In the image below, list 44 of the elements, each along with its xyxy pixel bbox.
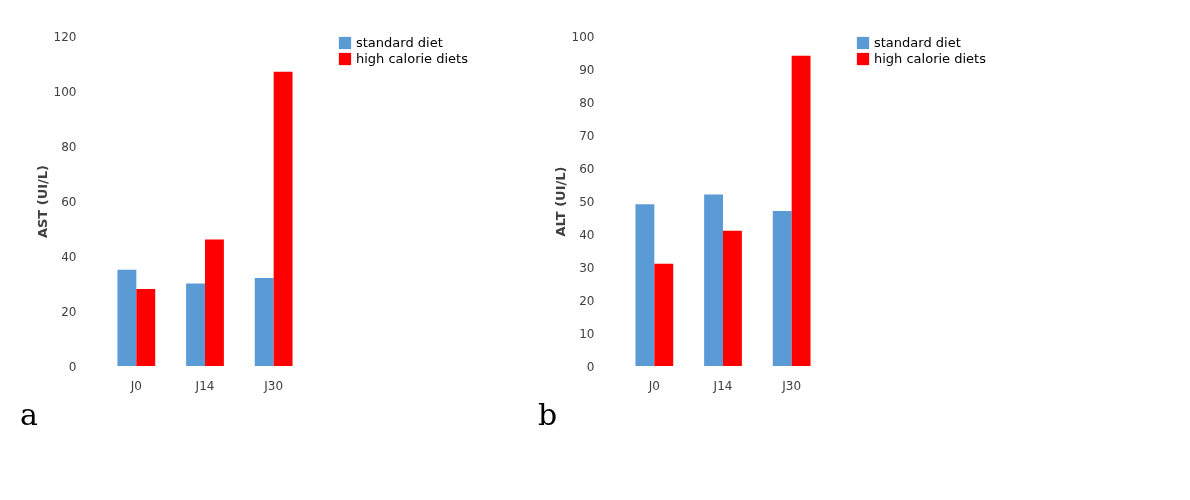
y-tick-label: 50 — [579, 194, 595, 209]
y-tick-label: 120 — [53, 29, 77, 44]
y-tick-label: 40 — [579, 227, 595, 242]
y-tick-label: 100 — [571, 29, 595, 44]
text: b — [538, 397, 558, 432]
y-tick-label: 0 — [586, 359, 595, 374]
y-axis-title: ALT (UI/L) — [552, 166, 568, 237]
y-tick-label: 80 — [579, 95, 595, 110]
y-tick-label: 90 — [579, 62, 595, 77]
y-tick-label: 40 — [61, 249, 77, 264]
y-tick-label: 60 — [61, 194, 77, 209]
bar — [205, 239, 224, 366]
bar — [772, 210, 792, 366]
y-tick-label: 0 — [68, 359, 77, 374]
bar — [704, 194, 723, 366]
bar — [117, 269, 137, 366]
bar — [791, 55, 811, 366]
y-tick-label: 10 — [579, 326, 595, 341]
legend-label: high calorie diets — [874, 51, 987, 66]
text: a — [20, 397, 38, 432]
y-tick-label: 100 — [53, 84, 77, 99]
y-tick-label: 70 — [579, 128, 595, 143]
x-tick-label: J0 — [129, 378, 142, 393]
bar — [254, 278, 274, 366]
x-tick-label: J14 — [712, 378, 733, 393]
x-tick-label: J0 — [647, 378, 660, 393]
legend-label: standard diet — [874, 35, 961, 50]
y-tick-label: 30 — [579, 260, 595, 275]
y-tick-label: 20 — [61, 304, 77, 319]
bar — [654, 263, 674, 366]
legend-label: standard diet — [356, 35, 443, 50]
x-tick-label: J30 — [781, 378, 802, 393]
bar — [635, 204, 655, 366]
x-tick-label: J14 — [194, 378, 215, 393]
x-tick-label: J30 — [263, 378, 284, 393]
bar — [273, 71, 293, 366]
bar — [136, 289, 156, 366]
legend-label: high calorie diets — [356, 51, 469, 66]
y-tick-label: 80 — [61, 139, 77, 154]
bar — [186, 283, 205, 366]
y-axis-title: AST (UI/L) — [34, 164, 50, 239]
bar — [723, 230, 742, 366]
y-tick-label: 60 — [579, 161, 595, 176]
y-tick-label: 20 — [579, 293, 595, 308]
